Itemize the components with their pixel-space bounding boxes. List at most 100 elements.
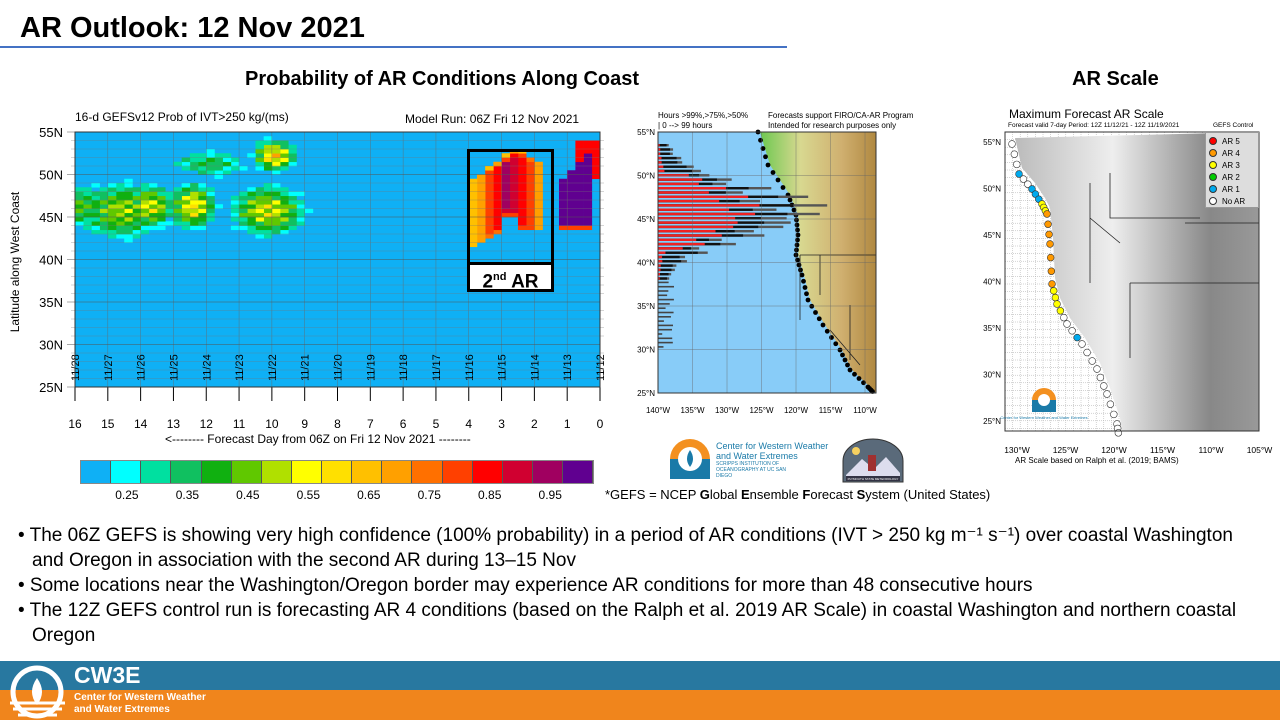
heatmap-cell [575,178,584,184]
coast-point [794,222,800,228]
heatmap-cell [280,140,289,146]
heatmap-cell [124,217,133,222]
heatmap-cell [99,212,109,218]
heatmap-cell [468,234,478,239]
y-tick-label: 55N [39,125,63,140]
legend-dot [1209,185,1217,193]
heatmap-cell [230,217,240,222]
heatmap-cell [99,187,109,192]
heatmap-cell [91,225,100,231]
heatmap-cell [575,187,584,192]
heatmap-cell [132,208,141,214]
heatmap-cell [567,191,576,197]
heatmap-cell [575,208,584,214]
colorbar-swatch [532,461,563,483]
duration-bar [658,217,736,220]
heatmap-cell [91,191,100,197]
heatmap-cell [263,195,273,201]
heatmap-cell [271,144,281,150]
heatmap-cell [124,183,133,188]
legend-label: AR 1 [1222,184,1240,194]
date-tick-label: 11/21 [300,354,312,381]
heatmap-cell [148,225,158,231]
heatmap-cell [271,208,281,214]
heatmap-cell [493,212,502,218]
heatmap-cell [501,191,511,197]
heatmap-cell [558,183,568,188]
colorbar-label: 0.25 [115,488,139,502]
heatmap-cell [263,212,273,218]
heatmap-cell [165,208,174,214]
heatmap-cell [517,204,527,209]
coast-point [799,272,805,278]
legend-label: No AR [1222,196,1246,206]
date-tick-label: 11/22 [267,354,279,381]
ar-point [1045,230,1053,239]
ar-point [1031,190,1040,198]
heatmap-cell [255,153,264,158]
heatmap-cell [468,242,478,248]
duration-bar [658,273,660,276]
lon-label: 110°W [853,406,877,415]
heatmap-cell [304,208,314,214]
heatmap-cell [509,157,519,163]
coast-point [794,217,799,223]
prob-chart-title: 16-d GEFSv12 Prob of IVT>250 kg/(ms) [75,110,289,124]
heatmap-cell [485,191,494,197]
heatmap-cell [83,191,92,197]
duration-bar [658,307,666,309]
coast-point [798,267,803,273]
x-tick-label: 3 [498,417,505,431]
heatmap-cell [517,174,527,180]
coast-point [842,357,848,363]
heatmap-cell [198,170,207,175]
heatmap-cell [288,153,297,158]
heatmap-cell [501,212,511,218]
heatmap-cell [288,200,297,205]
heatmap-cell [476,174,486,180]
second-ar-label: 2nd AR [467,262,554,292]
duration-bar [658,251,666,254]
heatmap-cell [526,195,535,201]
ar-point [1043,210,1051,218]
heatmap-cell [288,149,297,154]
heatmap-cell [575,221,584,226]
coast-point [760,146,766,151]
duration-map: 55°N 50°N 45°N 40°N 35°N 30°N 25°N 140°W 135°W 13… [637,128,877,415]
heatmap-cell [189,208,199,214]
duration-bar [658,281,669,284]
lon-label: 130°W [1004,445,1030,455]
heatmap-cell [296,208,305,214]
heatmap-cell [509,200,519,205]
heatmap-cell [173,191,182,197]
heatmap-cell [493,217,502,222]
heatmap-cell [493,178,502,184]
heatmap-cell [517,183,527,188]
date-tick-label: 11/24 [201,354,213,381]
ar-point [1100,382,1108,390]
heatmap-cell [173,221,182,226]
heatmap-cell [517,170,527,175]
heatmap-cell [239,221,248,226]
heatmap-cell [132,221,141,226]
legend-entry: AR 4 [1209,147,1255,159]
duration-bar [658,337,673,340]
heatmap-cell [263,166,273,171]
heatmap-cell [575,174,584,180]
duration-bar [658,320,664,322]
heatmap-cell [567,221,576,226]
heatmap-cell [255,157,264,163]
heatmap-cell [157,212,166,218]
colorbar-label: 0.45 [236,488,260,502]
heatmap-cell [517,221,527,226]
lon-label: 115°W [819,406,843,415]
heatmap-cell [583,187,593,192]
heatmap-cell [263,140,273,146]
ar-point [1088,357,1096,365]
heatmap-cell [255,200,264,205]
heatmap-cell [493,225,502,231]
heatmap-cell [501,161,511,167]
ar-point [1114,429,1123,437]
x-tick-label: 2 [531,417,538,431]
heatmap-cell [501,208,511,214]
